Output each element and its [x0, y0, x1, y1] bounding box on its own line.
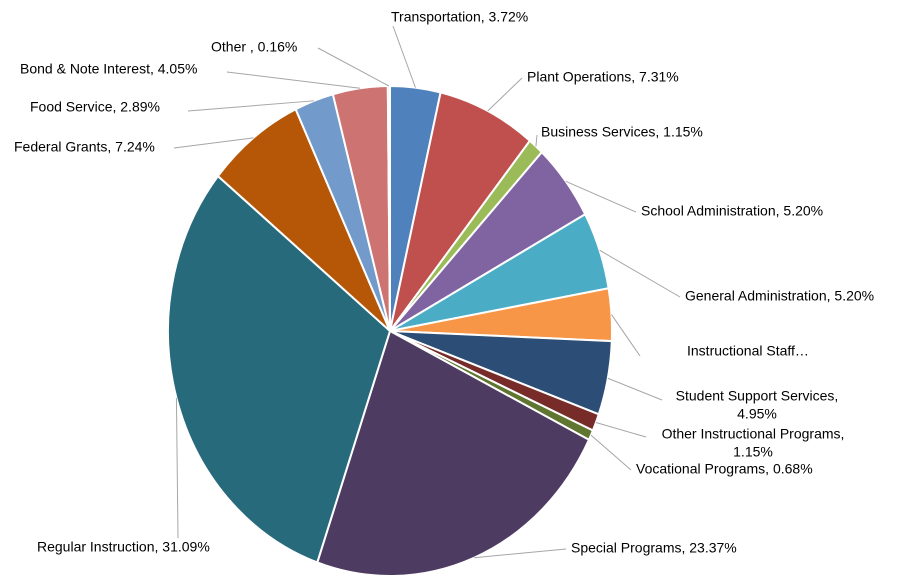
leader-line: [595, 421, 647, 438]
leader-line: [565, 180, 637, 213]
data-label: 4.95%: [737, 406, 777, 422]
pie-slice: [216, 107, 391, 332]
pie-slice: [389, 91, 532, 332]
leader-line: [226, 71, 361, 89]
leader-line: [187, 100, 315, 112]
data-label: Transportation, 3.72%: [391, 9, 528, 25]
leader-line: [607, 377, 663, 401]
leader-line: [535, 134, 538, 147]
data-label: Food Service, 2.89%: [30, 99, 160, 115]
data-label: Vocational Programs, 0.68%: [636, 461, 813, 477]
data-label: Regular Instruction, 31.09%: [37, 539, 210, 555]
data-label: Federal Grants, 7.24%: [14, 139, 155, 155]
leader-line: [599, 249, 681, 298]
data-label: School Administration, 5.20%: [641, 203, 823, 219]
leader-line: [175, 397, 179, 539]
data-label: General Administration, 5.20%: [685, 288, 874, 304]
data-label: Special Programs, 23.37%: [571, 540, 737, 556]
leader-line: [474, 548, 567, 559]
pie-slice: [167, 174, 392, 564]
pie-slice: [316, 329, 591, 576]
pie-slice: [386, 84, 391, 332]
data-label: Bond & Note Interest, 4.05%: [20, 61, 197, 77]
data-label: Instructional Staff…: [687, 343, 809, 359]
leader-line: [611, 314, 641, 357]
leader-line: [173, 137, 254, 149]
leader-line: [392, 25, 416, 88]
data-label: Business Services, 1.15%: [541, 124, 703, 140]
leader-line: [317, 47, 390, 87]
leader-line: [590, 434, 632, 471]
data-label: Other Instructional Programs,: [662, 426, 845, 442]
data-label: 1.15%: [733, 444, 773, 460]
data-label: Plant Operations, 7.31%: [527, 69, 679, 85]
data-label: Other , 0.16%: [211, 39, 297, 55]
leader-line: [487, 77, 523, 112]
data-label: Student Support Services,: [676, 388, 839, 404]
